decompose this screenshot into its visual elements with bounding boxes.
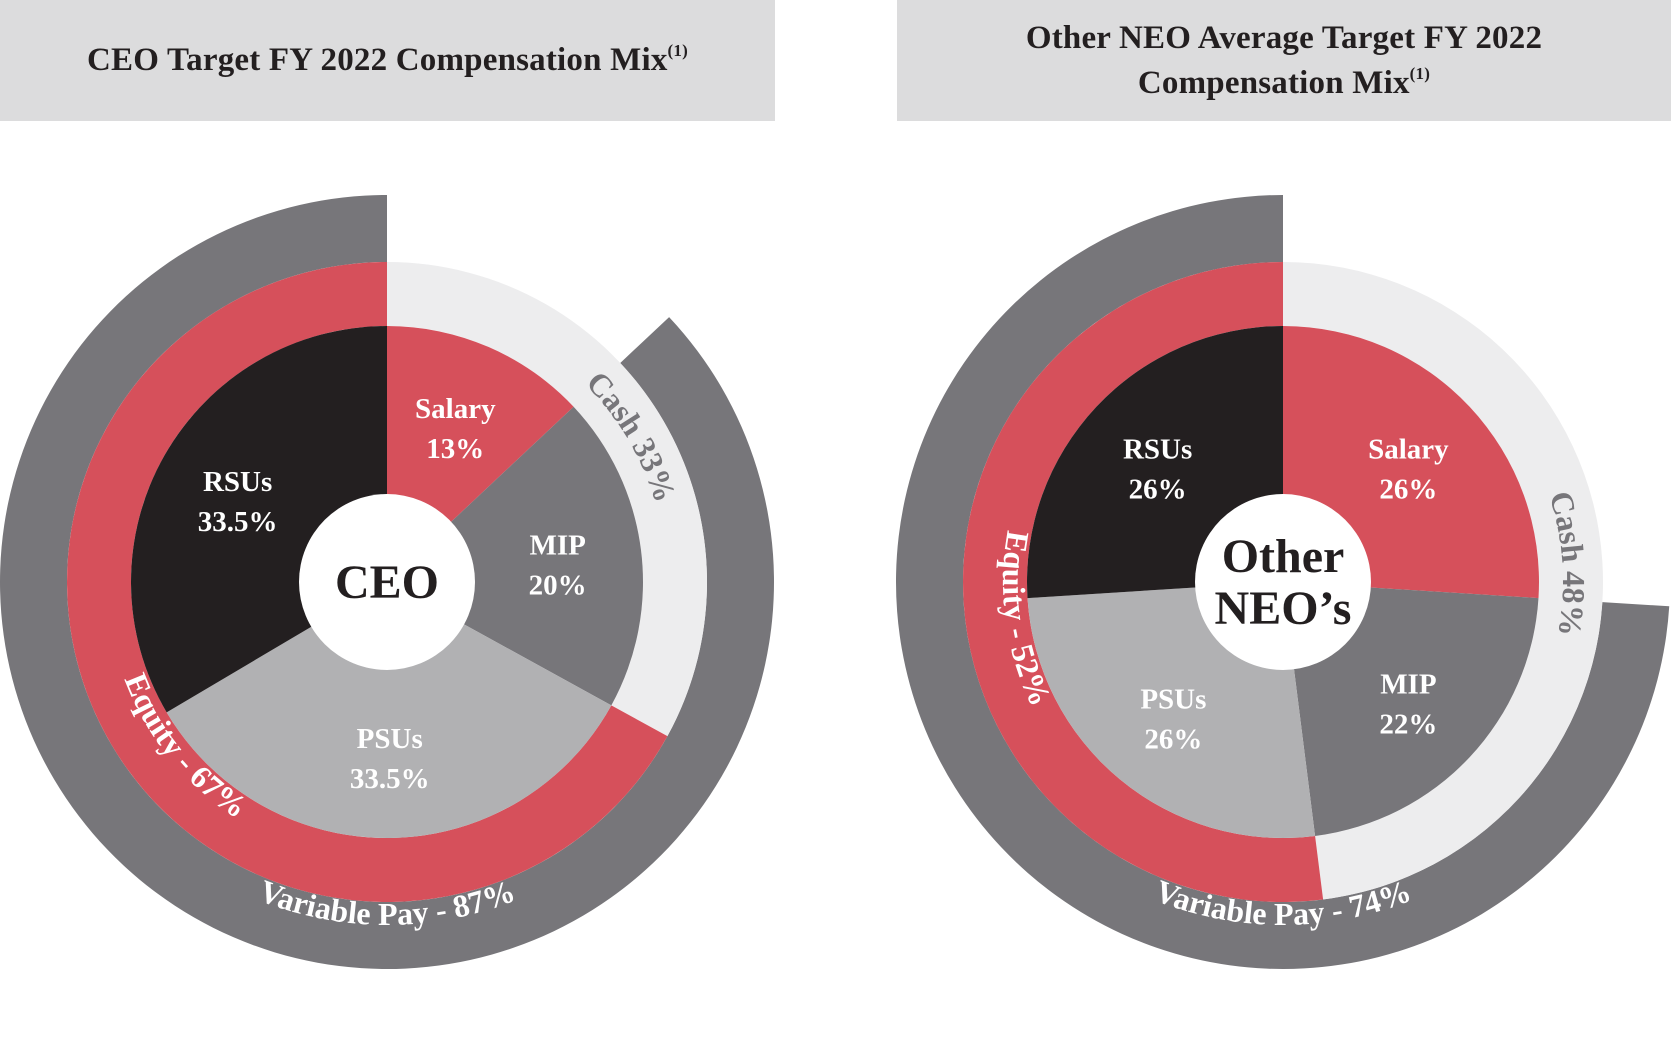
neo-slice-value-mip: 22%	[1379, 709, 1437, 741]
neo-slice-value-psus: 26%	[1144, 724, 1202, 756]
neo-title-line-2: Compensation Mix	[1137, 64, 1410, 101]
ceo-title-footnote: (1)	[667, 41, 688, 60]
ceo-cash-ring	[387, 262, 708, 737]
ceo-chart-title: CEO Target FY 2022 Compensation Mix(1)	[87, 38, 688, 83]
ceo-slice-name-salary: Salary	[415, 393, 496, 425]
ceo-chart-header: CEO Target FY 2022 Compensation Mix(1)	[0, 0, 775, 121]
neo-slice-name-mip: MIP	[1380, 669, 1436, 701]
ceo-slice-name-mip: MIP	[529, 529, 585, 561]
neo-center-label: NEO’s	[1215, 582, 1352, 635]
ceo-slice-name-psus: PSUs	[357, 723, 423, 755]
ceo-slice-value-psus: 33.5%	[350, 763, 430, 795]
neo-chart-header: Other NEO Average Target FY 2022 Compensa…	[897, 0, 1671, 121]
neo-center-label: Other	[1222, 530, 1345, 583]
ceo-slice-psus	[166, 582, 612, 839]
ceo-slice-value-salary: 13%	[426, 433, 484, 465]
ceo-slice-mip	[387, 406, 643, 706]
ceo-slice-value-mip: 20%	[529, 569, 587, 601]
neo-title-line-1: Other NEO Average Target FY 2022	[1025, 19, 1543, 56]
neo-slice-value-salary: 26%	[1379, 473, 1437, 505]
neo-equity-ring	[963, 262, 1324, 902]
neo-cash-ring	[1283, 262, 1604, 900]
neo-slice-name-rsus: RSUs	[1123, 433, 1192, 465]
ceo-center-label: CEO	[335, 556, 439, 609]
neo-title-footnote: (1)	[1409, 63, 1431, 83]
neo-slice-value-rsus: 26%	[1129, 473, 1187, 505]
neo-chart-title: Other NEO Average Target FY 2022 Compensa…	[1026, 16, 1542, 106]
ceo-chart: CEO Salary 13% MIP 20% PSUs 33.5% RSUs 33.5%	[0, 195, 774, 969]
neo-slice-mip	[1283, 582, 1539, 836]
ceo-title-text: CEO Target FY 2022 Compensation Mix	[87, 42, 668, 78]
ceo-slice-value-rsus: 33.5%	[198, 506, 278, 538]
neo-slice-name-psus: PSUs	[1140, 684, 1206, 716]
neo-slice-name-salary: Salary	[1368, 433, 1449, 465]
ceo-center-circle	[299, 494, 475, 670]
ceo-slice-name-rsus: RSUs	[203, 466, 272, 498]
neo-center-circle	[1195, 494, 1371, 670]
